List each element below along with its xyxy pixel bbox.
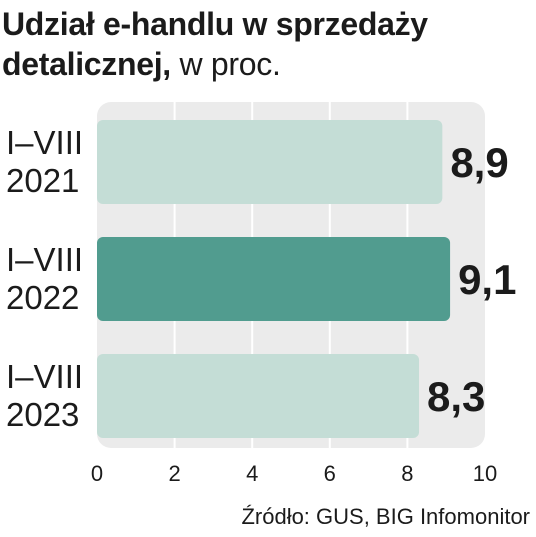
chart-title-unit: w proc.	[179, 46, 281, 82]
x-tick-label: 10	[473, 461, 497, 486]
x-tick-label: 4	[246, 461, 258, 486]
x-tick-label: 0	[91, 461, 103, 486]
bar	[97, 237, 451, 321]
chart-title: Udział e-handlu w sprzedaży detalicznej,…	[2, 4, 532, 84]
x-tick-label: 6	[324, 461, 336, 486]
value-label: 8,9	[450, 139, 508, 186]
x-tick-label: 2	[168, 461, 180, 486]
category-label: I–VIII	[6, 241, 83, 278]
bar-chart: 8,9I–VIII20219,1I–VIII20228,3I–VIII20230…	[6, 102, 516, 486]
bar	[97, 354, 420, 438]
x-tick-label: 8	[401, 461, 413, 486]
category-label: 2021	[6, 162, 79, 199]
category-label: I–VIII	[6, 358, 83, 395]
category-label: I–VIII	[6, 124, 83, 161]
source-note: Źródło: GUS, BIG Infomonitor	[241, 504, 530, 529]
bar	[97, 120, 443, 204]
chart-title-main: Udział e-handlu w sprzedaży detalicznej,	[2, 6, 428, 82]
value-label: 8,3	[427, 373, 485, 420]
category-label: 2023	[6, 396, 79, 433]
value-label: 9,1	[458, 256, 516, 303]
category-label: 2022	[6, 279, 79, 316]
